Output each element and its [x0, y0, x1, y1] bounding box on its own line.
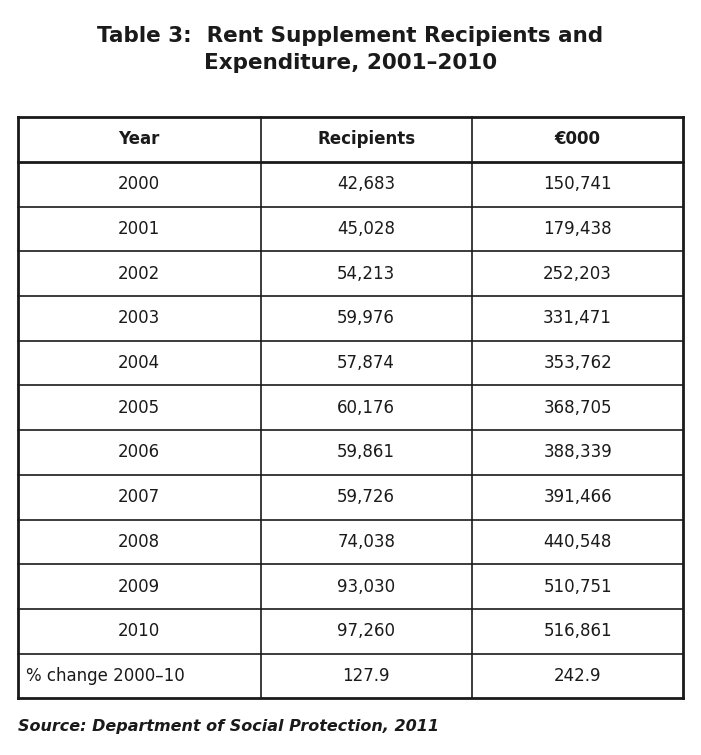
Text: 57,874: 57,874	[337, 354, 395, 372]
Text: 516,861: 516,861	[543, 622, 612, 640]
Text: 74,038: 74,038	[337, 533, 395, 551]
Text: 2010: 2010	[118, 622, 161, 640]
Text: 60,176: 60,176	[337, 399, 395, 417]
Text: 45,028: 45,028	[337, 220, 395, 238]
Text: 440,548: 440,548	[543, 533, 612, 551]
Text: 54,213: 54,213	[337, 264, 395, 282]
Text: 391,466: 391,466	[543, 488, 612, 506]
Text: 97,260: 97,260	[337, 622, 395, 640]
Text: 2009: 2009	[118, 578, 160, 596]
Text: 242.9: 242.9	[554, 667, 601, 685]
Text: 59,976: 59,976	[337, 310, 395, 328]
Text: 252,203: 252,203	[543, 264, 612, 282]
Text: 2005: 2005	[118, 399, 160, 417]
Text: 510,751: 510,751	[543, 578, 612, 596]
Text: 42,683: 42,683	[337, 175, 395, 193]
Text: 368,705: 368,705	[543, 399, 612, 417]
Text: 59,861: 59,861	[337, 443, 395, 461]
Text: 2003: 2003	[118, 310, 161, 328]
Text: 2002: 2002	[118, 264, 161, 282]
Text: Recipients: Recipients	[317, 131, 415, 149]
Text: 331,471: 331,471	[543, 310, 612, 328]
Text: 2001: 2001	[118, 220, 161, 238]
Text: 2000: 2000	[118, 175, 160, 193]
Text: 93,030: 93,030	[337, 578, 395, 596]
Text: Table 3:  Rent Supplement Recipients and: Table 3: Rent Supplement Recipients and	[97, 26, 604, 46]
Text: % change 2000–10: % change 2000–10	[26, 667, 184, 685]
Text: 150,741: 150,741	[543, 175, 612, 193]
Text: 353,762: 353,762	[543, 354, 612, 372]
Text: 2006: 2006	[118, 443, 160, 461]
Text: 2007: 2007	[118, 488, 160, 506]
Text: Expenditure, 2001–2010: Expenditure, 2001–2010	[204, 53, 497, 72]
Text: 2008: 2008	[118, 533, 160, 551]
Text: 179,438: 179,438	[543, 220, 612, 238]
Text: Source: Department of Social Protection, 2011: Source: Department of Social Protection,…	[18, 719, 439, 734]
Text: 59,726: 59,726	[337, 488, 395, 506]
Text: Year: Year	[118, 131, 160, 149]
Text: €000: €000	[554, 131, 601, 149]
Text: 127.9: 127.9	[342, 667, 390, 685]
Text: 2004: 2004	[118, 354, 160, 372]
Text: 388,339: 388,339	[543, 443, 612, 461]
